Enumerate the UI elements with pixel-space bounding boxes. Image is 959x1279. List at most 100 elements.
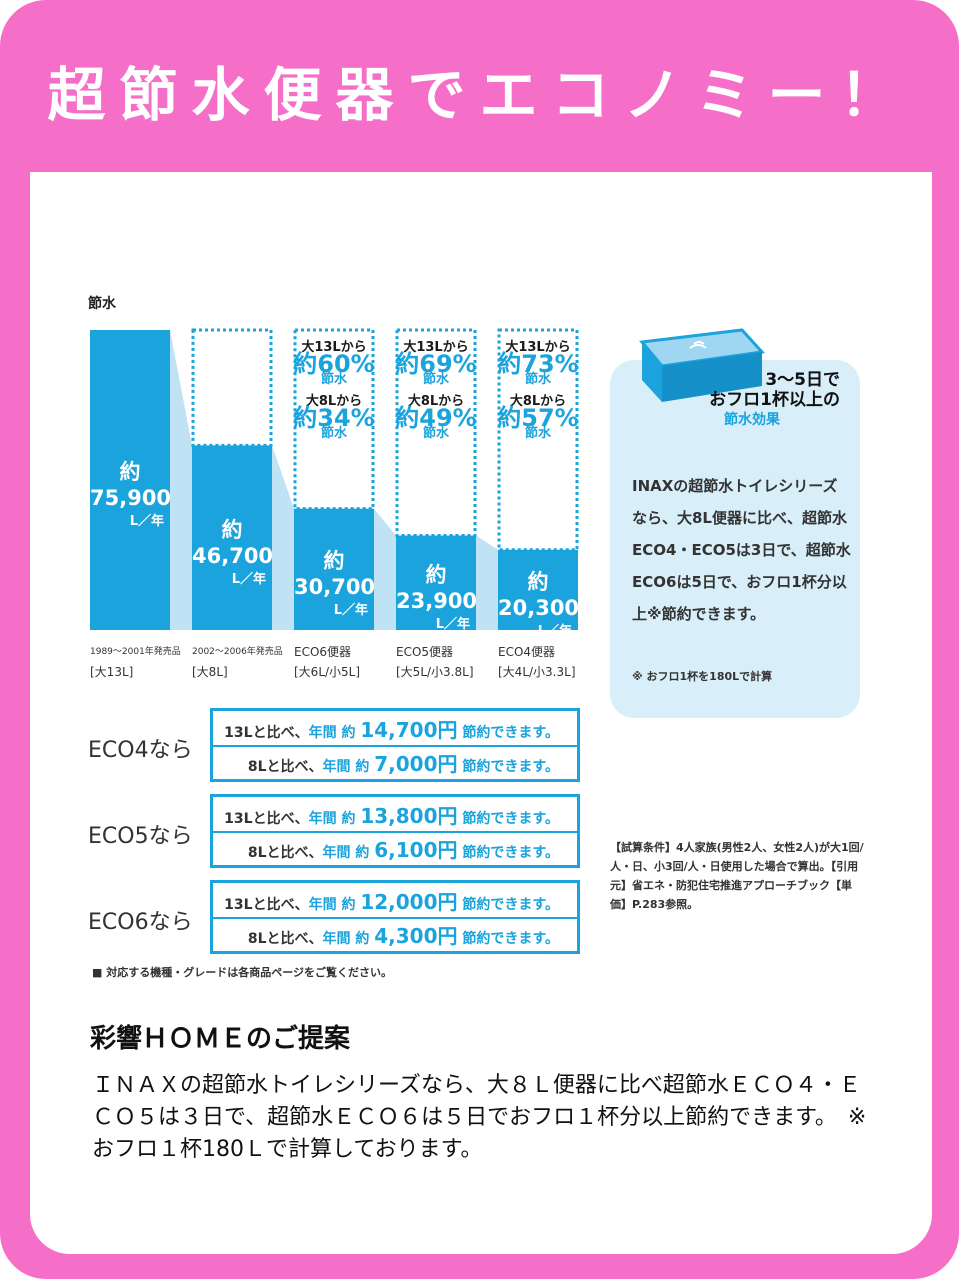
bar-value: 約20,300 bbox=[498, 569, 580, 620]
savings-compare: 13Lと比べ、 bbox=[224, 897, 309, 913]
savings-suffix: 節約できます。 bbox=[457, 759, 559, 775]
reduction-p13: 約73% bbox=[497, 350, 579, 378]
bar-connector bbox=[374, 508, 396, 630]
reduction-p13: 約60% bbox=[293, 350, 375, 378]
savings-suffix: 節約できます。 bbox=[457, 725, 559, 741]
proposal-title: 彩響ＨＯＭＥのご提案 bbox=[90, 1024, 351, 1054]
savings-row: 8Lと比べ、年間 約 6,100円 節約できます。 bbox=[213, 833, 577, 867]
reduction-from13: 大13Lから bbox=[403, 340, 469, 355]
savings-period: 年間 約 bbox=[322, 931, 375, 947]
savings-compare: 8Lと比べ、 bbox=[247, 845, 323, 861]
reduction-from8: 大8Lから bbox=[407, 394, 465, 409]
category-label: ECO4便器 [大4L/小3.3L] bbox=[498, 642, 576, 682]
category-label: 1989〜2001年発売品 [大13L] bbox=[90, 642, 181, 682]
proposal-body: ＩＮＡＸの超節水トイレシリーズなら、大８Ｌ便器に比べ超節水ＥＣＯ４・ＥＣＯ５は３… bbox=[92, 1073, 867, 1162]
category-label: ECO6便器 [大6L/小5L] bbox=[294, 642, 360, 682]
savings-period: 年間 約 bbox=[308, 811, 361, 827]
reduction-note: 大13Lから 約69% 節水 大8Lから 約49% 節水 bbox=[394, 340, 478, 442]
bar-unit: L／年 bbox=[333, 603, 368, 619]
info-heading: 3〜5日で おフロ1杯以上の 節水効果 bbox=[640, 370, 840, 430]
info-panel bbox=[610, 360, 860, 718]
bar-unit: L／年 bbox=[129, 514, 164, 529]
eco-model-label: ECO4なら bbox=[88, 738, 193, 763]
category-line1: 1989〜2001年発売品 bbox=[90, 647, 181, 657]
savings-compare: 8Lと比べ、 bbox=[247, 759, 323, 775]
reduction-p8: 約49% bbox=[395, 404, 477, 432]
bar bbox=[498, 549, 578, 630]
savings-amount: 14,700円 bbox=[360, 718, 458, 742]
reduction-p8: 約57% bbox=[497, 404, 579, 432]
page-title: 超節水便器でエコノミー！ bbox=[47, 61, 912, 129]
reduction-p8: 約34% bbox=[293, 404, 375, 432]
savings-period: 年間 約 bbox=[308, 897, 361, 913]
category-label: ECO5便器 [大5L/小3.8L] bbox=[396, 642, 474, 682]
category-line1: ECO4便器 bbox=[498, 645, 556, 659]
calc-conditions: 【試算条件】4人家族(男性2人、女性2人)が大1回/人・日、小3回/人・日使用し… bbox=[610, 841, 864, 911]
bar-value: 約46,700 bbox=[192, 517, 274, 568]
savings-box: 13Lと比べ、年間 約 12,000円 節約できます。 8Lと比べ、年間 約 4,… bbox=[210, 880, 580, 954]
bar-connector bbox=[272, 445, 294, 630]
category-line2: [大6L/小5L] bbox=[294, 665, 361, 679]
saved-outline bbox=[395, 328, 477, 538]
reduction-note: 大13Lから 約60% 節水 大8Lから 約34% 節水 bbox=[292, 340, 376, 442]
bar-connector bbox=[476, 535, 498, 630]
reduction-word: 節水 bbox=[320, 372, 347, 387]
category-line2: [大13L] bbox=[90, 665, 134, 679]
savings-suffix: 節約できます。 bbox=[457, 897, 559, 913]
reduction-p13: 約69% bbox=[395, 350, 477, 378]
category-line1: ECO6便器 bbox=[294, 645, 352, 659]
reduction-word: 節水 bbox=[320, 426, 347, 441]
savings-suffix: 節約できます。 bbox=[457, 845, 559, 861]
reduction-word: 節水 bbox=[524, 426, 551, 441]
bar bbox=[90, 330, 170, 630]
reduction-word: 節水 bbox=[422, 372, 449, 387]
chart-ylabel: 節水 bbox=[88, 296, 116, 312]
footnote: ■ 対応する機種・グレードは各商品ページをご覧ください。 bbox=[92, 966, 393, 979]
savings-box: 13Lと比べ、年間 約 13,800円 節約できます。 8Lと比べ、年間 約 6,… bbox=[210, 794, 580, 868]
savings-compare: 13Lと比べ、 bbox=[224, 811, 309, 827]
savings-amount: 13,800円 bbox=[360, 804, 458, 828]
info-body: INAXの超節水トイレシリーズなら、大8L便器に比べ、超節水ECO4・ECO5は… bbox=[632, 477, 851, 623]
eco-model-label: ECO6なら bbox=[88, 910, 193, 935]
savings-amount: 7,000円 bbox=[374, 752, 458, 776]
chart-svg bbox=[90, 328, 579, 630]
savings-box: 13Lと比べ、年間 約 14,700円 節約できます。 8Lと比べ、年間 約 7,… bbox=[210, 708, 580, 782]
bar-connector bbox=[170, 330, 192, 630]
category-label: 2002〜2006年発売品 [大8L] bbox=[192, 642, 283, 682]
bar-value-label: 約30,700 L／年 bbox=[294, 545, 376, 619]
bar-value-label: 約20,300 L／年 bbox=[498, 566, 580, 639]
bar-value: 約30,700 bbox=[294, 549, 376, 600]
savings-amount: 4,300円 bbox=[374, 924, 458, 948]
savings-row: 8Lと比べ、年間 約 4,300円 節約できます。 bbox=[213, 919, 577, 953]
savings-compare: 8Lと比べ、 bbox=[247, 931, 323, 947]
savings-amount: 12,000円 bbox=[360, 890, 458, 914]
bar bbox=[294, 508, 374, 630]
saved-outline bbox=[293, 328, 375, 511]
bar-value-label: 約46,700 L／年 bbox=[192, 514, 274, 587]
info-head-line2: おフロ1杯以上の bbox=[709, 390, 840, 410]
savings-period: 年間 約 bbox=[308, 725, 361, 741]
savings-row: 13Lと比べ、年間 約 12,000円 節約できます。 bbox=[213, 885, 577, 919]
savings-row: 13Lと比べ、年間 約 14,700円 節約できます。 bbox=[213, 713, 577, 747]
bar-value: 約75,900 bbox=[90, 460, 172, 510]
savings-compare: 13Lと比べ、 bbox=[224, 725, 309, 741]
savings-row: 8Lと比べ、年間 約 7,000円 節約できます。 bbox=[213, 747, 577, 781]
bar-value-label: 約23,900 L／年 bbox=[396, 559, 478, 632]
bar-value: 約23,900 bbox=[396, 562, 478, 613]
category-line2: [大5L/小3.8L] bbox=[396, 665, 474, 679]
reduction-from13: 大13Lから bbox=[301, 340, 367, 355]
bar-unit: L／年 bbox=[231, 571, 266, 587]
category-line2: [大8L] bbox=[192, 665, 228, 679]
bar-value-label: 約75,900 L／年 bbox=[90, 456, 172, 529]
reduction-from8: 大8Lから bbox=[305, 394, 363, 409]
bar bbox=[192, 445, 272, 630]
category-line1: ECO5便器 bbox=[396, 645, 454, 659]
bar-unit: L／年 bbox=[435, 616, 470, 632]
savings-suffix: 節約できます。 bbox=[457, 811, 559, 827]
savings-row: 13Lと比べ、年間 約 13,800円 節約できます。 bbox=[213, 799, 577, 833]
bar-unit: L／年 bbox=[537, 623, 572, 639]
water-saving-chart bbox=[85, 290, 595, 690]
saved-outline bbox=[497, 328, 579, 552]
reduction-word: 節水 bbox=[524, 372, 551, 387]
savings-suffix: 節約できます。 bbox=[457, 931, 559, 947]
